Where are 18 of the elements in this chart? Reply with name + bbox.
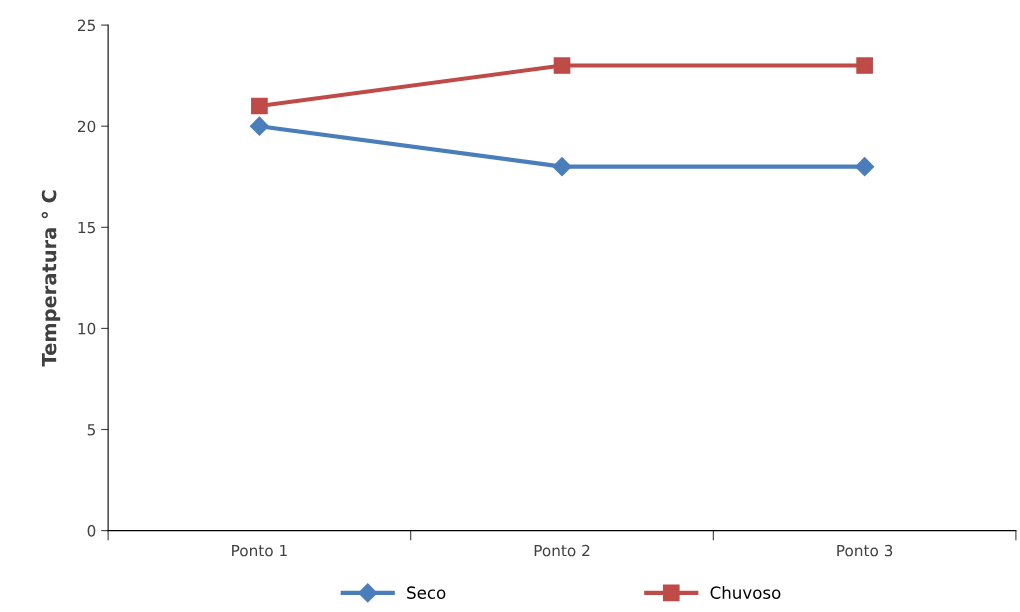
point — [855, 157, 875, 177]
y-tick-label: 20 — [77, 120, 96, 133]
point — [251, 97, 268, 115]
legend-label: Chuvoso — [710, 586, 781, 599]
point — [249, 116, 269, 136]
x-tick-label: Ponto 1 — [232, 544, 287, 557]
point — [856, 57, 873, 74]
y-tick-label: 0 — [87, 525, 96, 537]
y-tick-label: 15 — [78, 221, 95, 234]
y-tick-label: 10 — [78, 322, 96, 335]
y-tick-label: 5 — [87, 424, 95, 436]
y-axis-title: Temperatura ° C — [41, 190, 61, 367]
x-tick-label: Ponto 3 — [837, 544, 893, 557]
y-tick-label: 25 — [77, 19, 95, 32]
legend-label: Seco — [407, 586, 446, 599]
point — [553, 57, 571, 74]
x-tick-label: Ponto 2 — [534, 544, 590, 557]
point — [552, 157, 572, 177]
